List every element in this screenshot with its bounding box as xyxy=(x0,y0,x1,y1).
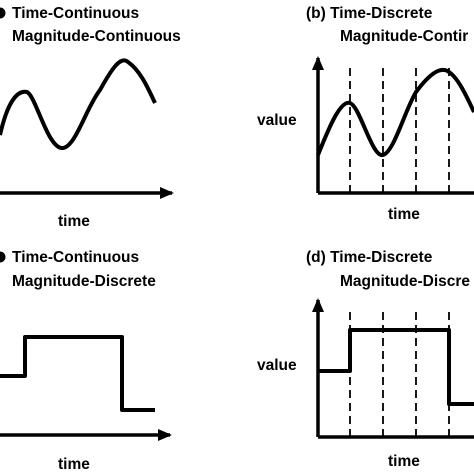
panel-a-continuous-signal xyxy=(0,58,157,150)
panel-d-quantized-signal xyxy=(318,328,474,406)
panel-d-title-line1: (d) Time-Discrete xyxy=(306,249,433,266)
panel-c: Time-Continuous Magnitude-Discrete time xyxy=(0,249,172,473)
panel-b-ylabel: value xyxy=(257,112,297,129)
panel-a-title-line2: Magnitude-Continuous xyxy=(12,28,181,45)
panel-b-title-line2: Magnitude-Contir xyxy=(340,28,468,45)
panel-a-xlabel: time xyxy=(58,213,90,230)
panel-d: (d) Time-Discrete Magnitude-Discre value… xyxy=(257,249,474,470)
panel-a-label-fragment xyxy=(0,7,6,19)
panel-b-continuous-signal xyxy=(316,67,474,157)
panel-c-label-fragment xyxy=(0,251,6,263)
panel-d-ylabel: value xyxy=(257,357,297,374)
panel-d-xlabel: time xyxy=(388,453,420,470)
panel-a: Time-Continuous Magnitude-Continuous tim… xyxy=(0,5,181,230)
panel-d-title-line2: Magnitude-Discre xyxy=(340,273,470,290)
panel-b-title-line1: (b) Time-Discrete xyxy=(306,5,433,22)
panel-b: (b) Time-Discrete Magnitude-Contir value… xyxy=(257,5,474,223)
panel-b-xlabel: time xyxy=(388,206,420,223)
panel-c-title-line1: Time-Continuous xyxy=(12,249,139,266)
panel-c-title-line2: Magnitude-Discrete xyxy=(12,273,156,290)
panel-a-title-line1: Time-Continuous xyxy=(12,5,139,22)
panel-c-quantized-signal xyxy=(0,335,155,412)
panel-c-xlabel: time xyxy=(58,456,90,473)
